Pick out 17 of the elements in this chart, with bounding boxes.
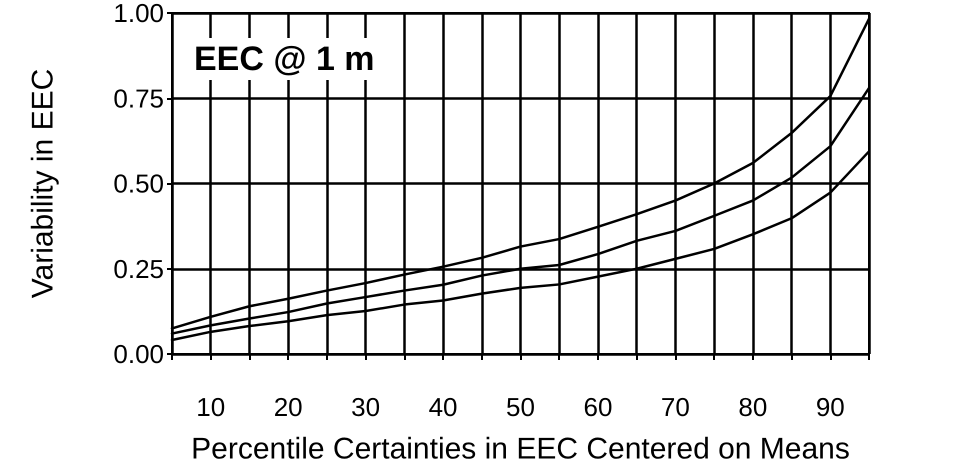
- y-tick-label: 0.75: [113, 83, 164, 114]
- x-tick-label: 10: [196, 392, 226, 422]
- x-tick-label: 90: [816, 392, 845, 422]
- y-tick-label: 0.50: [113, 168, 164, 198]
- y-tick-label: 0.00: [113, 339, 164, 369]
- x-axis-title: Percentile Certainties in EEC Centered on Means: [191, 432, 850, 466]
- x-tick-label: 80: [738, 392, 768, 422]
- text: EEC @ 1 m: [194, 40, 375, 78]
- x-tick-label: 30: [351, 392, 380, 422]
- x-tick-label: 40: [428, 392, 458, 422]
- x-tick-label: 20: [274, 392, 303, 422]
- y-tick-label: 0.25: [113, 254, 164, 284]
- y-axis-title: Variability in EEC: [26, 68, 60, 298]
- y-tick-label: 1.00: [113, 0, 164, 28]
- x-tick-label: 70: [660, 392, 690, 422]
- x-tick-label: 60: [583, 392, 612, 422]
- x-tick-label: 50: [506, 392, 535, 422]
